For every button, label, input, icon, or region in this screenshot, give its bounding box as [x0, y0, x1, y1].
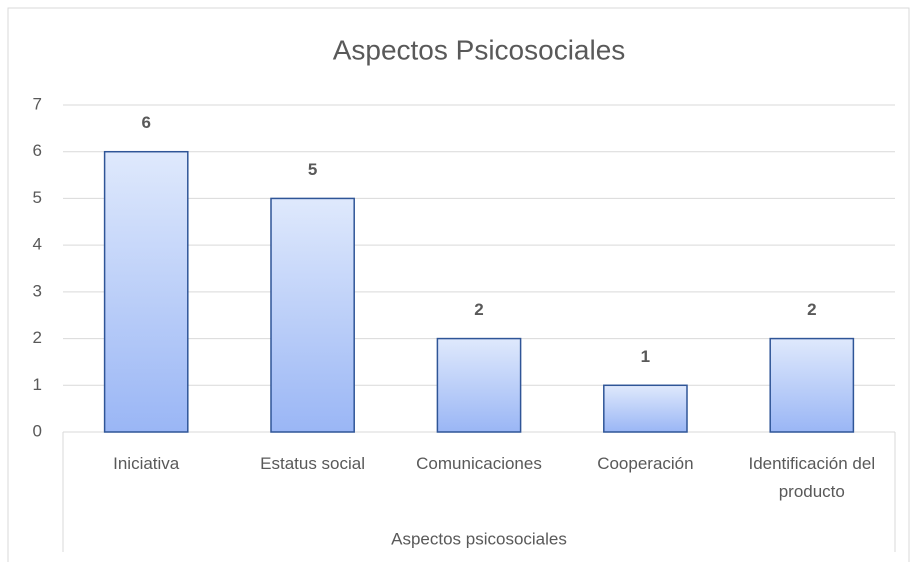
bar [603, 384, 688, 433]
bar [769, 337, 855, 433]
bar [270, 197, 355, 433]
x-tick-label: Iniciativa [113, 454, 180, 473]
chart-border [7, 7, 910, 562]
x-tick-label: Comunicaciones [416, 454, 542, 473]
data-label: 2 [474, 300, 483, 319]
y-tick-label: 4 [33, 235, 42, 254]
data-label: 6 [141, 113, 150, 132]
y-tick-label: 1 [33, 375, 42, 394]
y-tick-label: 0 [33, 421, 42, 440]
y-tick-label: 3 [33, 281, 42, 300]
y-tick-label: 6 [33, 141, 42, 160]
data-label: 5 [308, 160, 317, 179]
data-label: 2 [807, 300, 816, 319]
chart-title: Aspectos Psicosociales [333, 34, 626, 65]
y-tick-label: 7 [33, 94, 42, 113]
x-tick-label: Cooperación [597, 454, 694, 473]
x-tick-label: Estatus social [260, 454, 366, 473]
bar [436, 337, 522, 433]
y-tick-label: 2 [33, 328, 42, 347]
x-tick-label: Identificación del producto [748, 454, 876, 501]
x-axis-title: Aspectos psicosociales [391, 529, 567, 548]
y-tick-label: 5 [33, 188, 42, 207]
data-label: 1 [641, 347, 650, 366]
bar [103, 150, 189, 433]
